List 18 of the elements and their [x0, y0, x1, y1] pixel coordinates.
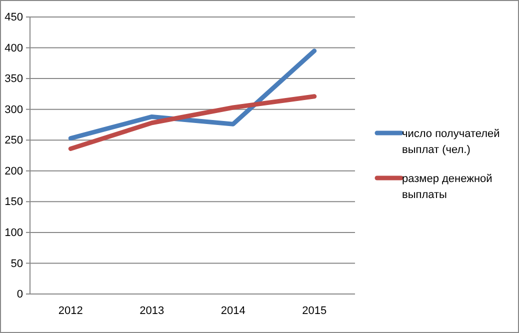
y-tick-label: 0	[16, 288, 23, 301]
line-series	[68, 48, 317, 141]
legend-label: размер денежной выплаты	[402, 173, 492, 201]
x-tick-label: 2012	[58, 304, 83, 317]
y-tick-label: 450	[4, 12, 23, 24]
line-series	[68, 94, 317, 151]
y-tick-label: 50	[10, 258, 23, 270]
x-tick-label: 2014	[220, 304, 246, 317]
legend-label: число получателей выплат (чел.)	[402, 128, 500, 156]
y-tick-label: 200	[4, 165, 23, 178]
y-tick-label: 350	[4, 73, 23, 86]
y-tick-label: 300	[4, 104, 23, 116]
y-tick-label: 400	[4, 42, 23, 54]
y-tick-label: 100	[4, 226, 23, 239]
x-tick-label: 2015	[302, 304, 327, 317]
y-tick-label: 150	[4, 196, 23, 208]
x-tick-label: 2013	[140, 304, 164, 317]
y-tick-label: 250	[4, 134, 23, 147]
